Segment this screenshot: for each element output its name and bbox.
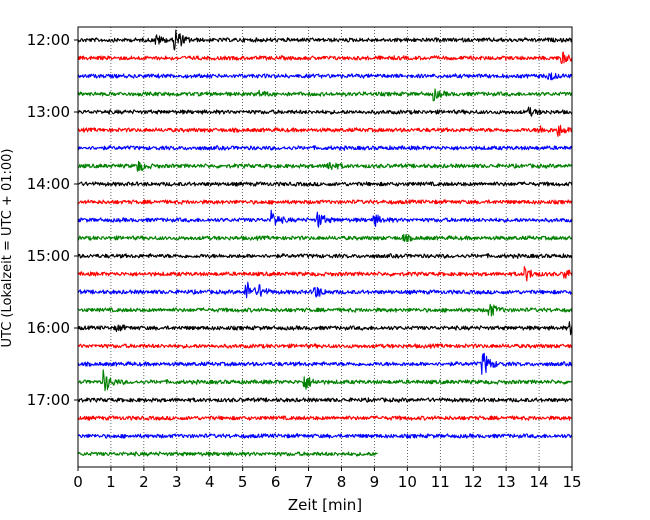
seismogram-trace-row	[77, 281, 573, 299]
seismogram-trace-row	[77, 106, 573, 117]
x-tick-label: 11	[431, 473, 450, 491]
seismogram-trace-row	[77, 451, 378, 457]
x-axis-title: Zeit [min]	[288, 496, 362, 514]
seismogram-trace-row	[77, 397, 573, 403]
seismogram-trace-row	[77, 233, 573, 243]
seismogram-trace-row	[77, 369, 573, 392]
seismogram-trace-row	[77, 51, 573, 65]
seismogram-trace-row	[77, 124, 573, 137]
seismogram-trace-row	[77, 343, 573, 349]
x-tick-label: 3	[172, 473, 182, 491]
seismogram-trace-row	[77, 415, 573, 421]
seismogram-trace-row	[77, 160, 573, 172]
seismogram-trace-row	[77, 181, 573, 187]
x-tick-label: 13	[497, 473, 516, 491]
x-tick-label: 15	[562, 473, 581, 491]
x-tick-label: 0	[73, 473, 83, 491]
seismogram-trace-row	[77, 321, 573, 336]
trace-rows	[77, 29, 573, 457]
y-tick-label: 13:00	[27, 103, 70, 121]
y-tick-label: 12:00	[27, 31, 70, 49]
x-tick-label: 2	[139, 473, 149, 491]
seismogram-trace-row	[77, 209, 573, 228]
x-tick-label: 6	[271, 473, 281, 491]
grid-lines	[110, 27, 540, 467]
y-tick-label: 14:00	[27, 175, 70, 193]
x-tick-label: 7	[304, 473, 314, 491]
x-tick-label: 12	[464, 473, 483, 491]
x-tick-label: 5	[238, 473, 248, 491]
seismogram-trace-row	[77, 145, 573, 151]
x-axis-ticks: 0 1 2 3 4 5 6 7 8 9 10 11 12 13 14 15	[73, 467, 582, 491]
x-tick-label: 9	[370, 473, 380, 491]
x-tick-label: 4	[205, 473, 215, 491]
y-tick-label: 15:00	[27, 247, 70, 265]
seismogram-trace-row	[77, 303, 573, 317]
seismogram-trace-row	[77, 433, 573, 439]
x-tick-label: 8	[337, 473, 347, 491]
seismogram-trace-row	[77, 352, 573, 375]
y-axis-title: UTC (Lokalzeit = UTC + 01:00)	[0, 149, 15, 348]
seismogram-trace-row	[77, 29, 573, 51]
y-tick-label: 17:00	[27, 391, 70, 409]
x-tick-label: 1	[106, 473, 116, 491]
seismogram-trace-row	[77, 72, 573, 81]
plot-frame	[77, 26, 573, 468]
seismogram-trace-row	[77, 253, 573, 259]
seismogram-trace-row	[77, 88, 573, 102]
x-tick-label: 10	[398, 473, 417, 491]
seismogram-trace-row	[77, 266, 573, 282]
seismogram-trace-row	[77, 199, 573, 205]
x-tick-label: 14	[530, 473, 549, 491]
y-tick-label: 16:00	[27, 319, 70, 337]
y-axis-ticks: 12:00 13:00 14:00 15:00 16:00 17:00	[27, 31, 78, 409]
